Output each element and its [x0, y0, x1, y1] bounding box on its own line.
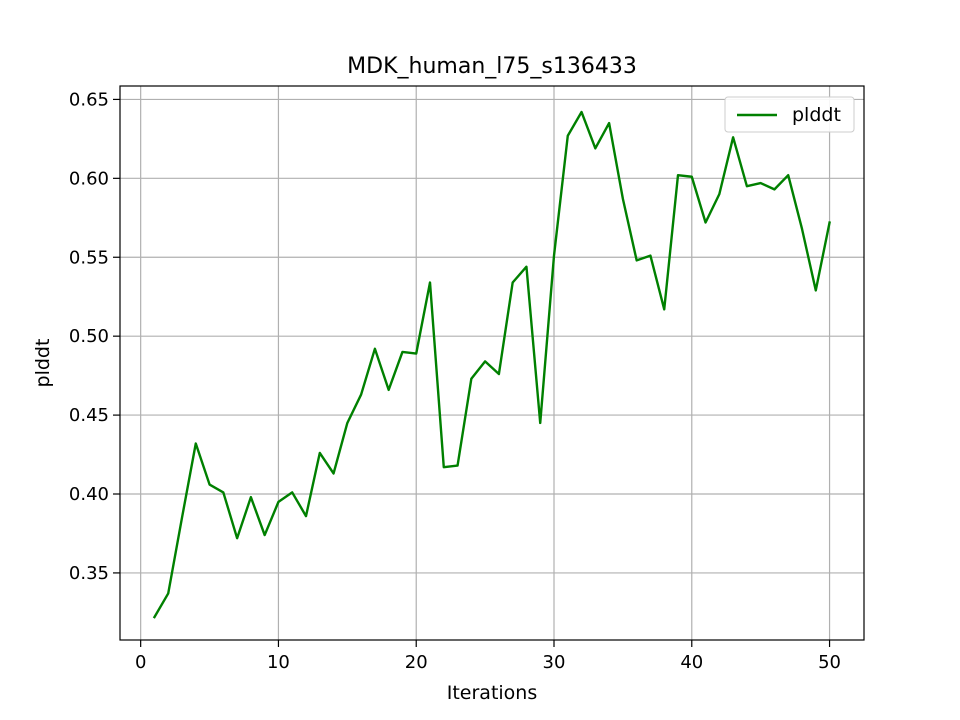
data-point [484, 360, 486, 362]
data-point [815, 289, 817, 291]
y-tick-label: 0.50 [69, 326, 109, 347]
data-point [649, 254, 651, 256]
data-point [580, 111, 582, 113]
data-point [195, 442, 197, 444]
data-point [277, 501, 279, 503]
data-point [374, 348, 376, 350]
y-axis-label: plddt [32, 339, 54, 388]
x-tick-label: 30 [543, 652, 566, 673]
grid-lines [120, 86, 864, 640]
x-tick-label: 10 [267, 652, 290, 673]
data-point [181, 516, 183, 518]
y-tick-label: 0.65 [69, 89, 109, 110]
data-point [332, 472, 334, 474]
data-point [553, 254, 555, 256]
data-point [401, 351, 403, 353]
data-point [608, 122, 610, 124]
data-point [635, 259, 637, 261]
data-point [250, 496, 252, 498]
data-point [470, 378, 472, 380]
data-point [360, 393, 362, 395]
data-point [263, 534, 265, 536]
legend-box [724, 96, 855, 133]
data-point [443, 466, 445, 468]
plot-frame [119, 85, 865, 641]
data-point [773, 188, 775, 190]
legend-label-plddt: plddt [792, 104, 841, 126]
data-point [691, 176, 693, 178]
data-point [567, 135, 569, 137]
data-point [746, 185, 748, 187]
y-tick-label: 0.45 [69, 405, 109, 426]
x-tick-label: 20 [405, 652, 428, 673]
y-tick-label: 0.35 [69, 563, 109, 584]
data-point [346, 422, 348, 424]
data-point [663, 308, 665, 310]
data-point [153, 616, 155, 618]
data-point [511, 281, 513, 283]
data-point [594, 147, 596, 149]
data-point [677, 174, 679, 176]
data-point [704, 221, 706, 223]
chart-title: MDK_human_l75_s136433 [347, 54, 637, 79]
data-point [429, 281, 431, 283]
y-tick-label: 0.60 [69, 168, 109, 189]
data-point [539, 422, 541, 424]
data-point [415, 352, 417, 354]
data-point [236, 537, 238, 539]
data-point [167, 592, 169, 594]
data-point [387, 389, 389, 391]
data-point [291, 491, 293, 493]
data-point [319, 452, 321, 454]
data-point [456, 464, 458, 466]
data-point [498, 373, 500, 375]
data-point [305, 515, 307, 517]
data-point [222, 491, 224, 493]
data-point [718, 193, 720, 195]
data-point [759, 182, 761, 184]
data-point [787, 174, 789, 176]
x-tick-label: 50 [818, 652, 841, 673]
data-point [801, 228, 803, 230]
data-point [622, 198, 624, 200]
data-point [828, 221, 830, 223]
x-axis-label: Iterations [447, 682, 538, 704]
data-point [208, 483, 210, 485]
series-layer [152, 110, 831, 619]
y-tick-label: 0.55 [69, 247, 109, 268]
data-point [732, 136, 734, 138]
y-tick-label: 0.40 [69, 484, 109, 505]
x-tick-label: 40 [680, 652, 703, 673]
series-line-plddt [152, 110, 831, 619]
axis-ticks: 0 10 20 30 40 50 0.35 0.40 0.45 0.50 0.55 0.60 0.65 [69, 89, 841, 673]
data-point [525, 266, 527, 268]
x-tick-label: 0 [135, 652, 146, 673]
legend: plddt [724, 96, 855, 133]
